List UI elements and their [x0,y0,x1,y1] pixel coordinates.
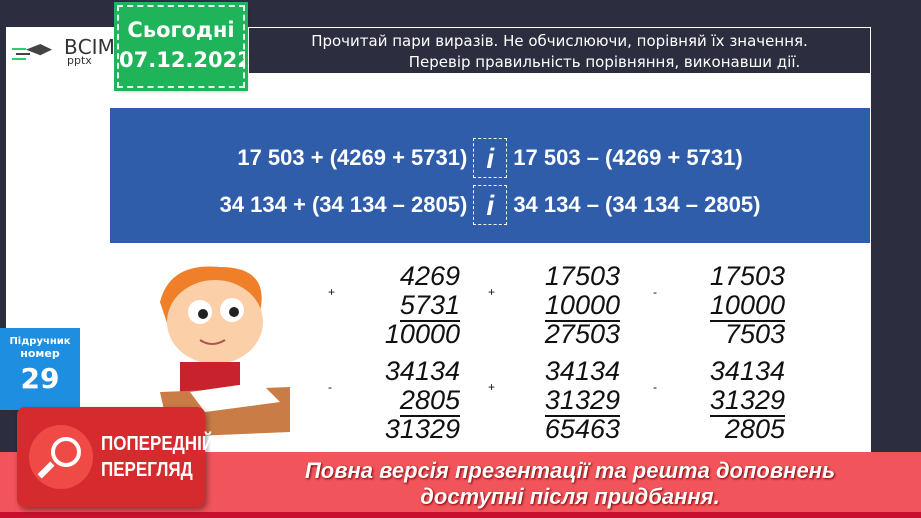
exercise-number: 29 [20,362,60,395]
date-badge: Сьогодні 07.12.2022 [114,2,252,91]
equation-2: 34 134 + (34 134 – 2805) і 34 134 – (34 … [110,185,870,225]
result: 27503 [544,319,620,349]
operand-a: 17503 [544,261,620,291]
operand-b: 10000 [709,290,785,322]
result: 31329 [384,414,460,444]
preview-badge[interactable]: ПОПЕРЕДНІЙ ПЕРЕГЛЯД [17,407,214,507]
boy-at-desk-illustration [160,266,290,437]
preview-line-2: ПЕРЕГЛЯД [101,458,193,481]
banner-line-2: доступні після придбання. [420,484,720,509]
operator: + [328,285,336,299]
operator: - [653,380,657,394]
operand-a: 34134 [384,356,460,386]
operand-a: 4269 [399,261,460,291]
graduation-cap-icon [12,42,60,62]
number-label: номер [20,347,60,360]
operand-a: 17503 [709,261,785,291]
result: 65463 [544,414,620,444]
logo-text: ВСІМ [64,35,115,59]
comparison-placeholder[interactable]: і [473,138,508,178]
left-band [0,0,6,518]
operator: + [488,380,496,394]
operand-b: 10000 [544,290,620,322]
instruction-line-2: Перевір правильність порівняння, виконав… [408,53,801,71]
preview-line-1: ПОПЕРЕДНІЙ [101,431,215,455]
equation-right: 17 503 – (4269 + 5731) [513,145,743,170]
calculation: - 34134 31329 2805 [653,356,785,444]
calculation: - 17503 10000 7503 [653,261,785,349]
equation-right: 34 134 – (34 134 – 2805) [513,192,761,217]
operand-b: 31329 [709,385,785,417]
result: 7503 [724,319,785,349]
textbook-label: Підручник [9,336,71,347]
operand-b: 2805 [399,385,460,417]
date-label: Сьогодні [127,18,235,42]
equations-box: 17 503 + (4269 + 5731) і 17 503 – (4269 … [110,108,870,243]
calculation: +17503 10000 27503 [488,261,620,349]
logo: ВСІМ pptx [12,35,115,67]
operand-b: 31329 [544,385,620,417]
calculation: - 34134 2805 31329 [328,356,460,444]
comparison-placeholder[interactable]: і [473,185,508,225]
operand-a: 34134 [544,356,620,386]
magnifier-icon [29,425,93,489]
date-value: 07.12.2022 [119,48,252,72]
result: 2805 [724,414,785,444]
banner-line-1: Повна версія презентації та решта доповн… [304,458,836,483]
calculation: +4269 5731 10000 [328,261,460,349]
logo-sub: pptx [67,54,92,67]
textbook-number-badge: Підручник номер 29 [0,328,80,410]
operand-b: 5731 [399,290,460,322]
operator: + [488,285,496,299]
equation-1: 17 503 + (4269 + 5731) і 17 503 – (4269 … [110,138,870,178]
instruction: Прочитай пари виразів. Не обчислюючи, по… [249,28,870,75]
operator: - [328,380,332,394]
calculation: +34134 31329 65463 [488,356,620,444]
result: 10000 [384,319,460,349]
operator: - [653,285,657,299]
operand-a: 34134 [709,356,785,386]
equation-left: 17 503 + (4269 + 5731) [237,145,468,170]
instruction-line-1: Прочитай пари виразів. Не обчислюючи, по… [311,32,808,50]
right-band [871,0,921,518]
purchase-banner-text: Повна версія презентації та решта доповн… [250,458,890,510]
equation-left: 34 134 + (34 134 – 2805) [219,192,468,217]
